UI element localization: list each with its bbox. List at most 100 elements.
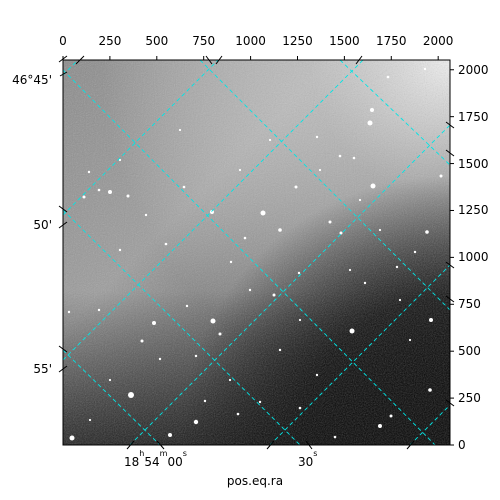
star	[194, 354, 198, 358]
star	[318, 168, 322, 172]
star	[315, 135, 319, 139]
star	[82, 195, 86, 199]
star	[367, 120, 373, 126]
grid-line	[339, 60, 450, 166]
star	[118, 158, 122, 162]
pixel-x-tick-label: 500	[145, 34, 169, 48]
star	[423, 67, 427, 71]
star	[236, 412, 240, 416]
star	[243, 236, 247, 240]
pixel-x-tick-label: 2000	[422, 34, 454, 48]
star	[178, 128, 182, 132]
star	[185, 304, 189, 308]
star	[182, 185, 186, 189]
star	[363, 281, 367, 285]
grid-line	[63, 69, 436, 445]
star	[203, 399, 207, 403]
sky-image	[63, 60, 450, 445]
pixel-x-tick-label: 0	[59, 34, 67, 48]
grid-line	[63, 60, 219, 216]
star	[315, 373, 319, 377]
star	[408, 338, 412, 342]
star	[398, 298, 402, 302]
pixel-y-tick-label: 250	[458, 391, 481, 406]
star	[69, 435, 75, 441]
star	[395, 265, 399, 269]
star	[97, 188, 101, 192]
coordinate-grid	[63, 60, 450, 445]
star	[389, 414, 393, 418]
star	[378, 228, 382, 232]
pixel-y-tick-label: 1750	[458, 109, 489, 124]
star	[228, 378, 232, 382]
pixel-x-tick-label: 1500	[329, 34, 360, 48]
dec-tick-label-1: 46°45'	[12, 73, 52, 87]
star	[298, 318, 302, 322]
star	[97, 308, 101, 312]
star	[413, 250, 417, 254]
star	[87, 170, 91, 174]
star	[108, 190, 112, 194]
star	[425, 230, 429, 234]
world-ticks	[58, 55, 455, 450]
star	[339, 231, 343, 235]
star	[152, 321, 156, 325]
star	[158, 357, 162, 361]
star	[210, 318, 216, 324]
grid-line	[269, 264, 450, 445]
star	[428, 388, 432, 392]
star	[210, 210, 214, 214]
star	[248, 288, 252, 292]
pixel-y-tick-label: 1500	[458, 156, 489, 171]
grid-line	[63, 349, 161, 445]
star	[386, 75, 390, 79]
pixel-x-tick-label: 1000	[235, 34, 266, 48]
grid-line	[199, 60, 450, 311]
grid-line	[63, 60, 364, 361]
star	[378, 424, 382, 428]
ra-tick-label-2: 30s	[298, 449, 318, 469]
pixel-x-tick-label: 1750	[376, 34, 407, 48]
star	[140, 339, 144, 343]
pixel-y-tick-label: 1250	[458, 203, 489, 218]
star	[229, 260, 233, 264]
star	[238, 168, 242, 172]
x-axis-label: pos.eq.ra	[226, 474, 284, 488]
star	[439, 174, 443, 178]
star	[260, 210, 266, 216]
pixel-y-tick-label: 2000	[458, 62, 489, 77]
star	[278, 228, 282, 232]
star	[297, 271, 301, 275]
dec-tick-label-2: 50'	[33, 218, 52, 232]
dec-tick-label-3: 55'	[33, 362, 52, 376]
pixel-y-tick-label: 0	[458, 438, 466, 452]
star	[258, 400, 262, 404]
star	[328, 220, 332, 224]
star	[348, 268, 352, 272]
star	[349, 328, 355, 334]
star	[168, 433, 172, 437]
star	[67, 310, 71, 314]
pixel-y-tick-label: 750	[458, 297, 481, 312]
star	[358, 198, 362, 202]
star	[126, 194, 130, 198]
star	[429, 318, 433, 322]
star	[218, 332, 222, 336]
pixel-x-tick-label: 750	[192, 34, 216, 48]
star	[108, 378, 112, 382]
pixel-y-tick-label: 1000	[458, 250, 489, 265]
star	[370, 183, 376, 189]
star	[352, 156, 356, 160]
grid-line	[129, 124, 450, 445]
star	[338, 154, 342, 158]
star	[164, 242, 168, 246]
star	[370, 108, 374, 112]
star	[144, 213, 148, 217]
star	[88, 418, 92, 422]
star	[272, 293, 276, 297]
star	[298, 406, 302, 410]
stars	[67, 67, 443, 441]
pixel-x-tick-label: 1250	[282, 34, 313, 48]
plot-frame	[62, 59, 451, 446]
star	[193, 419, 199, 425]
